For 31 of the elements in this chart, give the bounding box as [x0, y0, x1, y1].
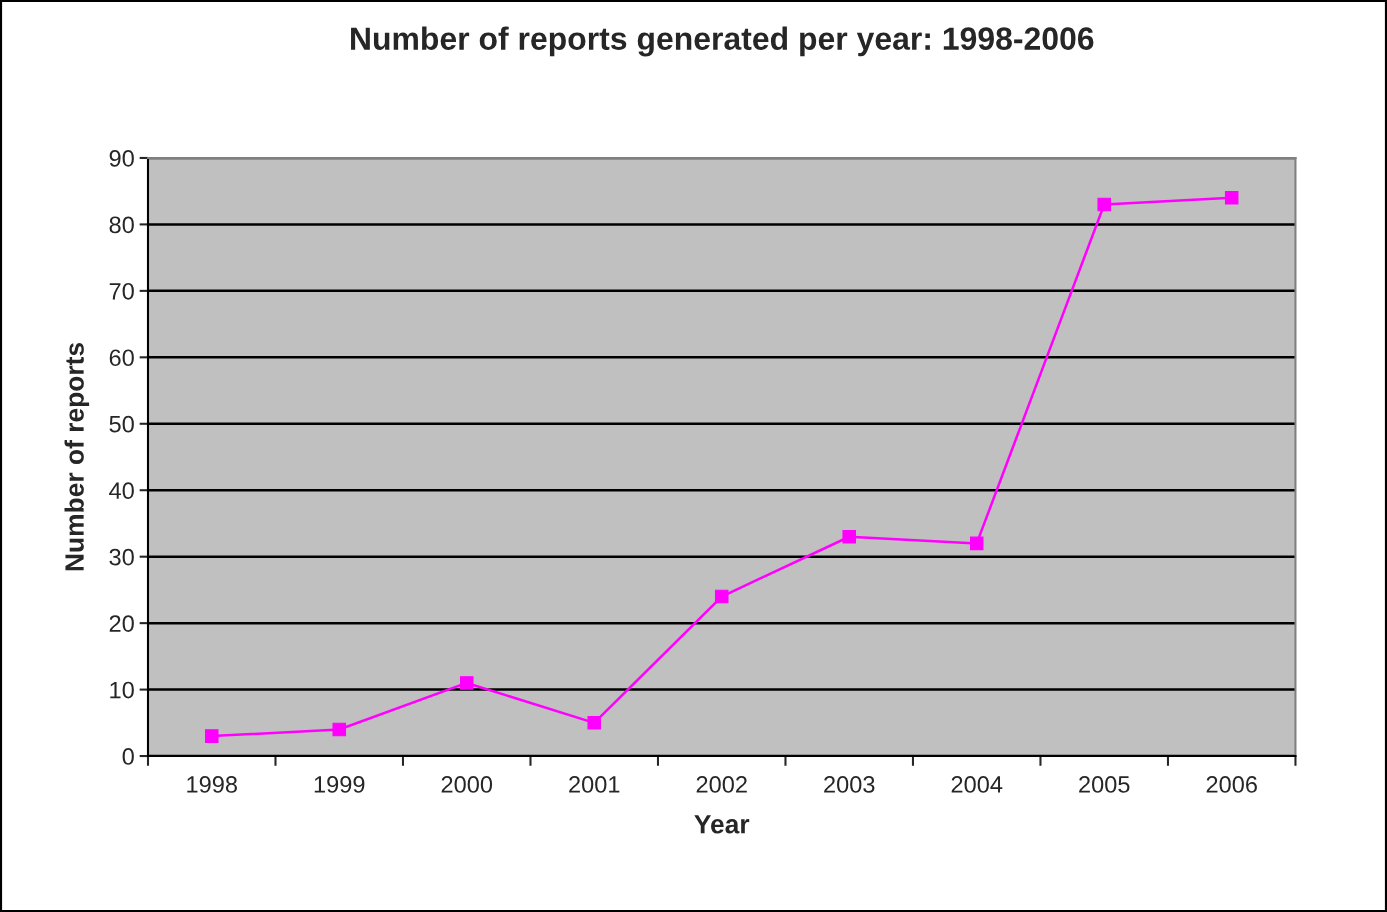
y-tick-label: 40: [109, 482, 134, 500]
point: [587, 716, 601, 730]
y-tick-label: 60: [109, 349, 134, 367]
x-tick-label: 2006: [1206, 776, 1257, 793]
y-tick-label: 20: [109, 615, 134, 632]
chart-title: Number of reports generated per year: 1998-2006: [351, 26, 1094, 57]
y-tick-label: 80: [109, 216, 134, 234]
x-tick-label: 2000: [441, 776, 493, 793]
point: [842, 529, 856, 544]
y-tick-label: 70: [109, 282, 134, 300]
y-tick-label: 50: [109, 415, 134, 433]
x-tick-label: 1998: [187, 776, 237, 793]
x-tick-label: 1999: [314, 776, 365, 793]
point: [714, 589, 729, 604]
point: [332, 722, 347, 737]
point: [1224, 191, 1239, 205]
x-tick-label: 2005: [1079, 776, 1130, 793]
x-tick-label: 2004: [951, 776, 1003, 793]
y-tick-label: 90: [109, 150, 134, 167]
point: [1097, 197, 1111, 212]
x-tick-label: 2001: [569, 776, 620, 793]
y-tick-label: 10: [110, 681, 134, 699]
point: [204, 729, 219, 743]
point: [459, 676, 474, 690]
point: [969, 536, 984, 551]
y-tick-label: 30: [109, 548, 134, 566]
x-tick-label: 2002: [696, 776, 747, 793]
y-axis-title: Number of reports: [64, 342, 90, 571]
x-axis-title: Year: [694, 815, 750, 834]
x-tick-label: 2003: [824, 776, 875, 793]
y-tick-label: 0: [122, 748, 134, 765]
